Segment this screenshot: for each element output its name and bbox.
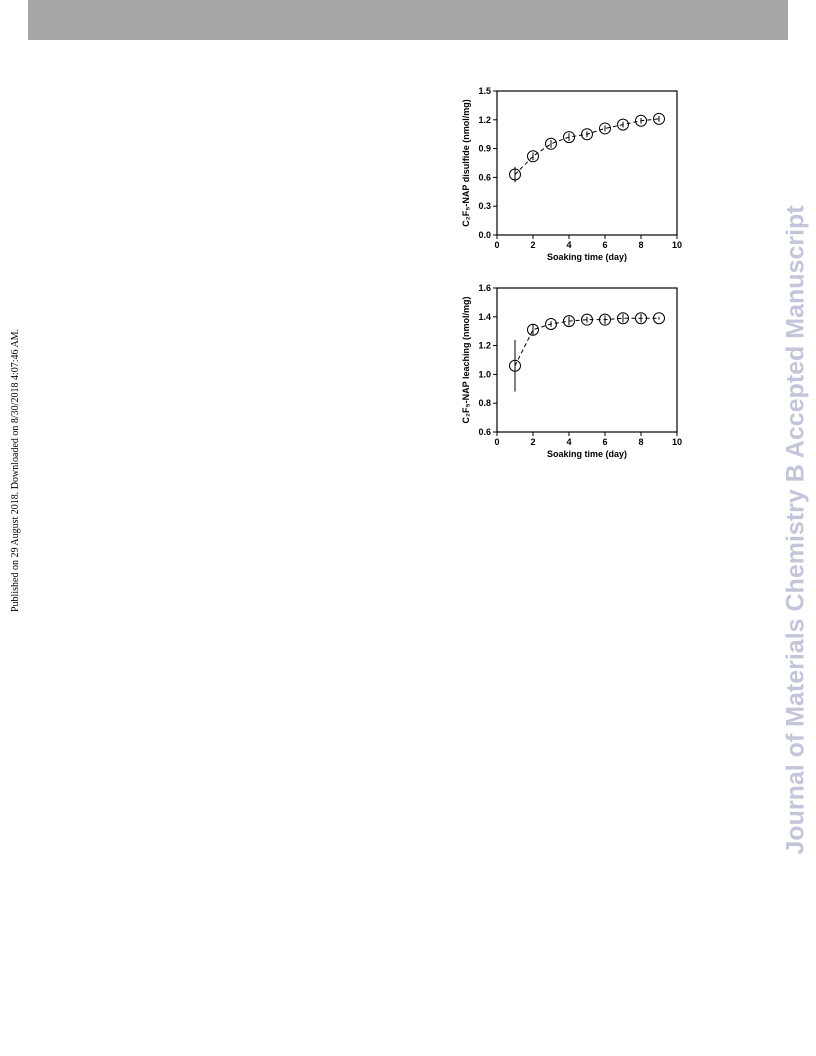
watermark: Journal of Materials Chemistry B Accepte… [782,205,810,855]
data-point [563,315,575,328]
header-bar [28,0,788,40]
data-point [635,312,647,325]
y-tick-label: 1.2 [478,115,491,125]
data-point [599,313,611,326]
y-tick-label: 1.6 [478,283,491,293]
data-point [509,168,521,181]
data-point [545,137,557,150]
x-axis-label: Soaking time (day) [547,252,627,262]
data-point [527,323,539,336]
x-tick-label: 2 [530,437,535,447]
data-point [653,112,665,125]
plot-frame [496,287,678,433]
x-tick-label: 0 [494,240,499,250]
data-point [617,312,629,325]
x-tick-label: 4 [566,437,571,447]
y-tick-label: 0.3 [478,201,491,211]
x-tick-label: 10 [672,437,682,447]
x-tick-label: 8 [638,437,643,447]
data-point [599,122,611,135]
y-tick-label: 1.0 [478,369,491,379]
x-tick-label: 2 [530,240,535,250]
data-line [514,118,660,175]
y-tick-label: 0.0 [478,230,491,240]
y-tick-label: 0.6 [478,427,491,437]
x-tick-label: 6 [602,437,607,447]
data-point [635,114,647,127]
y-tick-label: 1.5 [478,86,491,96]
x-axis-label: Soaking time (day) [547,449,627,459]
data-point [581,313,593,326]
x-tick-label: 6 [602,240,607,250]
y-tick-label: 0.6 [478,172,491,182]
x-tick-label: 8 [638,240,643,250]
data-point [527,150,539,163]
data-point [653,312,665,325]
data-point [563,131,575,144]
plot-frame [496,90,678,236]
y-axis-label: C₂F₅-NAP leaching (nmol/mg) [461,297,471,424]
y-tick-label: 1.4 [478,312,491,322]
data-point [617,118,629,131]
data-point [581,128,593,141]
data-point [509,359,521,372]
data-point [545,318,557,330]
y-tick-label: 1.2 [478,341,491,351]
x-tick-label: 4 [566,240,571,250]
y-tick-label: 0.9 [478,144,491,154]
x-tick-label: 0 [494,437,499,447]
y-axis-label: C₂F₅-NAP disulfide (nmol/mg) [461,99,471,226]
x-tick-label: 10 [672,240,682,250]
y-tick-label: 0.8 [478,398,491,408]
